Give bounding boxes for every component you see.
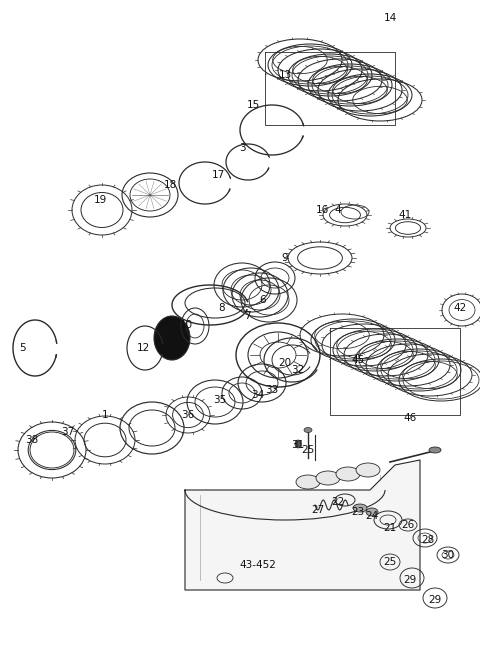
- Text: 17: 17: [211, 170, 225, 180]
- Text: 12: 12: [136, 343, 150, 353]
- Text: 5: 5: [19, 343, 25, 353]
- Text: 8: 8: [219, 303, 225, 313]
- Text: 21: 21: [384, 523, 396, 533]
- Ellipse shape: [295, 440, 301, 448]
- Text: 41: 41: [398, 210, 412, 220]
- Text: 27: 27: [312, 505, 324, 515]
- Ellipse shape: [304, 428, 312, 432]
- Text: 10: 10: [180, 320, 192, 330]
- Ellipse shape: [353, 504, 367, 512]
- Text: 43-452: 43-452: [240, 560, 276, 570]
- Text: 7: 7: [244, 311, 250, 321]
- Text: 24: 24: [365, 511, 379, 521]
- Text: 38: 38: [25, 435, 38, 445]
- Text: 25: 25: [301, 445, 314, 455]
- Ellipse shape: [429, 447, 441, 453]
- Text: 19: 19: [94, 195, 107, 205]
- Text: 3: 3: [239, 143, 245, 153]
- Text: 18: 18: [163, 180, 177, 190]
- Polygon shape: [185, 460, 420, 590]
- Text: 31: 31: [291, 440, 305, 450]
- Text: 23: 23: [351, 507, 365, 517]
- Text: 4: 4: [335, 205, 341, 215]
- Text: 36: 36: [181, 410, 194, 420]
- Text: 20: 20: [278, 358, 291, 368]
- Text: 30: 30: [442, 550, 455, 560]
- Text: 34: 34: [252, 390, 264, 400]
- Text: 6: 6: [260, 295, 266, 305]
- Ellipse shape: [366, 508, 378, 516]
- Ellipse shape: [336, 467, 360, 481]
- Text: 37: 37: [61, 427, 74, 437]
- Text: 1: 1: [102, 410, 108, 420]
- Text: 45: 45: [351, 355, 365, 365]
- Text: 46: 46: [403, 413, 417, 423]
- Text: 28: 28: [421, 535, 434, 545]
- Ellipse shape: [316, 471, 340, 485]
- Text: 14: 14: [384, 13, 396, 23]
- Text: 16: 16: [315, 205, 329, 215]
- Text: 26: 26: [401, 520, 415, 530]
- Text: 29: 29: [403, 575, 417, 585]
- Text: 15: 15: [246, 100, 260, 110]
- Text: 29: 29: [428, 595, 442, 605]
- Text: 11: 11: [166, 333, 179, 343]
- Text: 9: 9: [282, 253, 288, 263]
- Text: 32: 32: [291, 365, 305, 375]
- Text: 22: 22: [331, 497, 345, 507]
- Text: 25: 25: [384, 557, 396, 567]
- Text: 13: 13: [278, 70, 292, 80]
- Ellipse shape: [356, 463, 380, 477]
- Text: 35: 35: [214, 395, 227, 405]
- Text: 42: 42: [454, 303, 467, 313]
- Text: 33: 33: [265, 385, 278, 395]
- Ellipse shape: [154, 316, 190, 360]
- Ellipse shape: [296, 475, 320, 489]
